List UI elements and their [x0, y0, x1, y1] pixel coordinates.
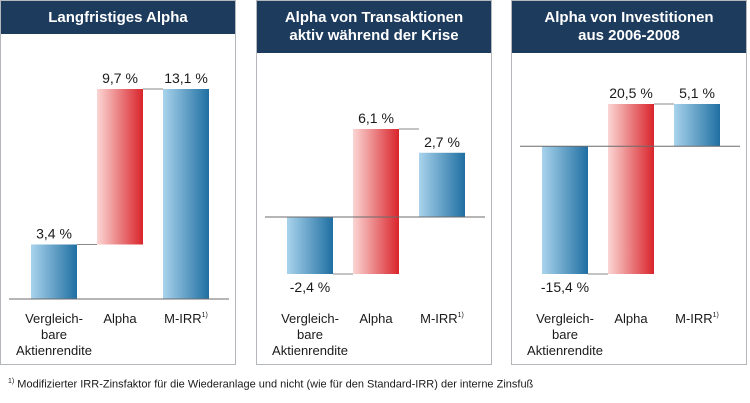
- panel-alpha-transaktionen: Alpha von Transaktionen aktiv während de…: [256, 0, 492, 365]
- chart-title-line-2: aktiv während der Krise: [289, 27, 459, 44]
- footnote-marker: 1): [8, 378, 15, 385]
- bar-0: [31, 244, 77, 299]
- chart-title: Alpha von Transaktionen aktiv während de…: [257, 1, 491, 53]
- chart-plot-alpha-transaktionen: -2,4 % 6,1 % 2,7 % Vergleich-bare Aktienrend…: [265, 110, 485, 358]
- bar-0: [287, 216, 333, 274]
- category-label: M-IRR1): [420, 311, 464, 326]
- value-label: -2,4 %: [290, 279, 330, 295]
- value-label: 13,1 %: [164, 70, 208, 86]
- bar-2: [419, 152, 465, 217]
- category-label: Vergleich-bare Aktienrendite: [527, 311, 603, 358]
- value-label: 6,1 %: [358, 110, 394, 126]
- panel-langfristiges-alpha: Langfristiges Alpha 3,4 % 9,7 % 13,1 % Verg…: [0, 0, 236, 365]
- value-label: 20,5 %: [609, 85, 653, 101]
- category-label: M-IRR1): [675, 311, 719, 326]
- category-label: Alpha: [614, 311, 648, 326]
- chart-title-line: Langfristiges Alpha: [48, 8, 188, 26]
- panel-alpha-investitionen: Alpha von Investitionen aus 2006-2008 -1…: [511, 0, 747, 365]
- footnote: 1) Modifizierter IRR-Zinsfaktor für die …: [8, 378, 533, 391]
- value-label: -15,4 %: [541, 279, 589, 295]
- value-label: 3,4 %: [36, 225, 72, 241]
- bar-1: [97, 89, 143, 245]
- chart-plot-langfristiges-alpha: 3,4 % 9,7 % 13,1 % Vergleich-bare Aktienrend…: [9, 70, 229, 358]
- category-label: Vergleich-bare Aktienrendite: [272, 311, 348, 358]
- category-label: Vergleich-bare Aktienrendite: [16, 311, 92, 358]
- bar-2: [674, 104, 720, 147]
- footnote-text: Modifizierter IRR-Zinsfaktor für die Wie…: [14, 378, 534, 391]
- bar-0: [542, 146, 588, 274]
- bar-1: [353, 129, 399, 274]
- category-label: Alpha: [359, 311, 393, 326]
- bar-1: [608, 104, 654, 274]
- value-label: 2,7 %: [424, 134, 460, 150]
- value-label: 5,1 %: [679, 85, 715, 101]
- chart-title: Alpha von Investitionen aus 2006-2008: [512, 1, 746, 53]
- chart-title: Langfristiges Alpha: [1, 1, 235, 34]
- value-label: 9,7 %: [102, 70, 138, 86]
- chart-title-line-1: Alpha von Transaktionen: [284, 9, 464, 26]
- chart-plot-alpha-investitionen: -15,4 % 20,5 % 5,1 % Vergleich-bare Aktienre…: [520, 85, 740, 358]
- category-label: M-IRR1): [164, 311, 208, 326]
- chart-title-line-1: Alpha von Investitionen: [544, 9, 714, 26]
- bar-2: [163, 89, 209, 299]
- chart-title-line-2: aus 2006-2008: [578, 27, 680, 44]
- category-label: Alpha: [103, 311, 137, 326]
